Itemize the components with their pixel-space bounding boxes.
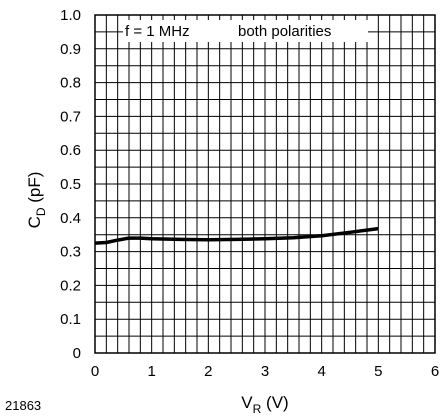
x-tick-labels: 0 1 2 3 4 5 6 [91,363,439,380]
y-tick-label: 0.1 [60,311,81,328]
annotation-frequency: f = 1 MHz [125,23,190,40]
y-tick-label: 0.4 [60,210,81,227]
y-tick-label: 0.6 [60,142,81,159]
y-tick-label: 0.3 [60,244,81,261]
y-tick-label: 0.2 [60,277,81,294]
y-tick-label: 0.5 [60,176,81,193]
annotation-background [123,20,368,42]
y-tick-label: 0.8 [60,75,81,92]
x-axis-label-main: V [241,393,253,412]
x-tick-label: 2 [204,363,212,380]
y-axis-label-subscript: D [34,207,48,216]
y-axis-label-unit: (pF) [25,172,44,208]
series-group [94,226,379,245]
x-tick-label: 0 [91,363,99,380]
y-axis-label-main: C [25,216,44,228]
plot-frame [94,14,436,354]
x-tick-label: 6 [431,363,439,380]
annotation-polarities: both polarities [238,23,331,40]
y-tick-label: 0.7 [60,108,81,125]
x-tick-label: 1 [147,363,155,380]
figure-id: 21863 [5,398,41,413]
y-tick-label: 0 [73,345,81,362]
y-axis-label: CD (pF) [25,172,48,229]
x-axis-label: VR (V) [241,393,288,416]
x-axis-label-unit: (V) [261,393,288,412]
y-tick-label: 1.0 [60,7,81,24]
grid [95,15,435,353]
x-tick-label: 4 [317,363,325,380]
x-axis-label-subscript: R [253,402,262,416]
x-tick-label: 3 [261,363,269,380]
series-line [94,226,379,245]
y-tick-labels: 0 0.1 0.2 0.3 0.4 0.5 0.6 0.7 0.8 0.9 1.0 [60,7,81,362]
x-tick-label: 5 [374,363,382,380]
y-tick-label: 0.9 [60,41,81,58]
